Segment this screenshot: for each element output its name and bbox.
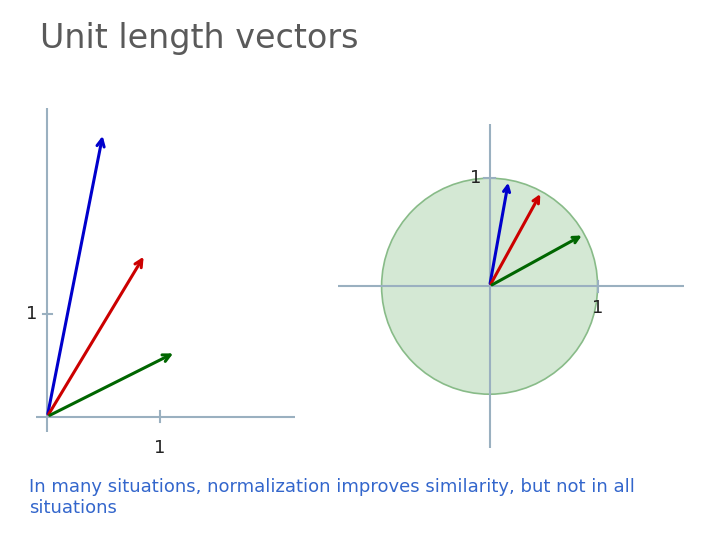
Text: In many situations, normalization improves similarity, but not in all
situations: In many situations, normalization improv…: [29, 478, 634, 517]
Text: 1: 1: [26, 305, 37, 323]
Circle shape: [382, 178, 598, 394]
Text: 1: 1: [469, 169, 481, 187]
Text: Unit length vectors: Unit length vectors: [40, 22, 358, 55]
Text: 1: 1: [592, 299, 603, 317]
Text: 1: 1: [154, 439, 166, 457]
